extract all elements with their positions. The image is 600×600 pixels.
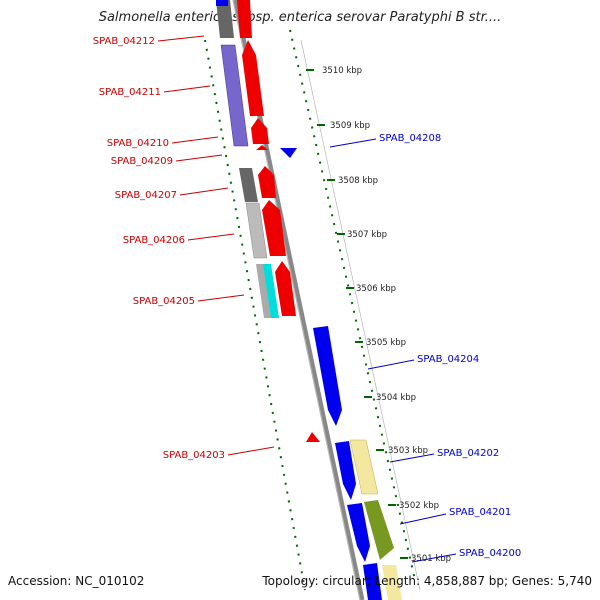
gene-label-forward: SPAB_04211 bbox=[99, 87, 161, 98]
tick-label: 3505 kbp bbox=[366, 338, 406, 348]
reverse-gene bbox=[363, 563, 382, 600]
reverse-leader-lines bbox=[329, 138, 457, 563]
tick-label: 3503 kbp bbox=[388, 446, 428, 456]
gene-label-reverse: SPAB_04202 bbox=[437, 448, 499, 459]
gene-label-reverse: SPAB_04201 bbox=[449, 507, 511, 518]
gene-label-reverse: SPAB_04208 bbox=[379, 133, 441, 144]
reverse-gene bbox=[347, 503, 370, 562]
gene-label-forward: SPAB_04205 bbox=[133, 296, 195, 307]
reverse-gene bbox=[313, 326, 342, 426]
cds-block-purple bbox=[220, 44, 249, 147]
cds-block-light-grey bbox=[245, 202, 268, 259]
tick-label: 3502 kbp bbox=[399, 501, 439, 511]
tick-marks bbox=[306, 69, 408, 559]
forward-gene bbox=[237, 0, 252, 38]
reverse-gene bbox=[335, 441, 356, 500]
accession-text: Accession: NC_010102 bbox=[8, 574, 145, 588]
reverse-gene bbox=[216, 0, 228, 6]
forward-gene bbox=[306, 432, 320, 442]
right-dotted-track bbox=[289, 29, 416, 581]
tick-label: 3509 kbp bbox=[330, 121, 370, 131]
gene-label-forward: SPAB_04203 bbox=[163, 450, 225, 461]
reverse-gene bbox=[280, 148, 297, 158]
cds-block-dark-grey bbox=[239, 168, 258, 202]
forward-leader-lines bbox=[157, 35, 275, 456]
forward-gene bbox=[256, 145, 268, 150]
gene-label-forward: SPAB_04207 bbox=[115, 190, 177, 201]
gene-label-reverse: SPAB_04204 bbox=[417, 354, 479, 365]
gene-label-forward: SPAB_04206 bbox=[123, 235, 185, 246]
gene-label-forward: SPAB_04209 bbox=[111, 156, 173, 167]
cds-block-top bbox=[216, 0, 234, 38]
tick-label: 3504 kbp bbox=[376, 393, 416, 403]
left-dotted-track bbox=[204, 39, 306, 591]
cds-block-cyan bbox=[263, 264, 279, 318]
tick-label: 3506 kbp bbox=[356, 284, 396, 294]
forward-gene bbox=[275, 261, 296, 316]
tick-label: 3507 kbp bbox=[347, 230, 387, 240]
gene-label-forward: SPAB_04212 bbox=[93, 36, 155, 47]
map-title: Salmonella enterica subsp. enterica sero… bbox=[98, 10, 502, 25]
forward-gene bbox=[242, 40, 264, 116]
cds-block-yellow-bottom bbox=[382, 565, 402, 600]
forward-gene bbox=[251, 118, 269, 144]
cds-block-olive bbox=[364, 500, 394, 560]
gene-label-forward: SPAB_04210 bbox=[107, 138, 169, 149]
cds-block-yellow bbox=[349, 439, 379, 495]
tick-label: 3508 kbp bbox=[338, 176, 378, 186]
forward-gene bbox=[258, 166, 276, 198]
genome-summary-text: Topology: circular; Length: 4,858,887 bp… bbox=[262, 574, 592, 588]
tick-label: 3510 kbp bbox=[322, 66, 362, 76]
gene-label-reverse: SPAB_04200 bbox=[459, 548, 521, 559]
forward-gene bbox=[262, 200, 286, 256]
cds-block-grey bbox=[256, 264, 272, 318]
